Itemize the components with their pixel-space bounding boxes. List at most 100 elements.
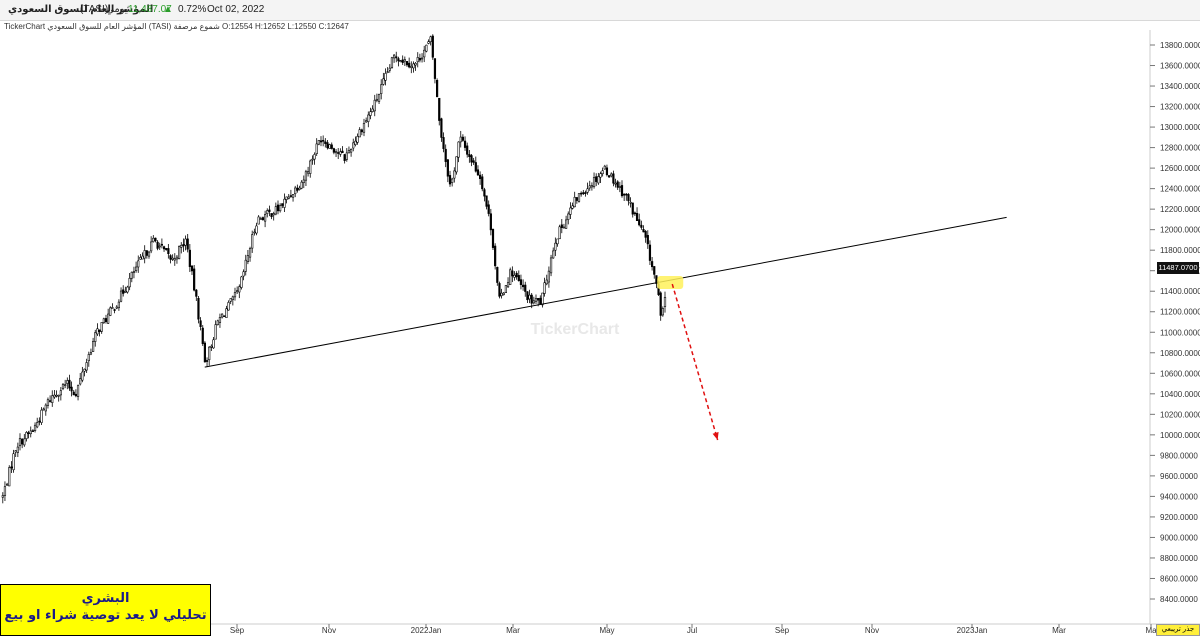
candle-body <box>231 296 234 301</box>
chart-header-bar: المؤشر العام للسوق السعودي (TASI) يومي 1… <box>0 0 1200 21</box>
candle-body <box>532 300 535 304</box>
candle-body <box>23 438 26 446</box>
y-tick-label: 9200.0000 <box>1160 513 1198 522</box>
candle-body <box>76 385 80 397</box>
candle-body <box>322 139 325 142</box>
candle-body <box>423 49 426 58</box>
candle-body <box>16 446 19 453</box>
candle-body <box>122 289 125 294</box>
candle-body <box>399 60 402 62</box>
candle-body <box>377 93 381 102</box>
candle-body <box>283 198 286 208</box>
candle-body <box>244 259 247 272</box>
candle-body <box>640 224 643 228</box>
candle-body <box>291 194 295 198</box>
y-tick-label: 12000.0000 <box>1160 226 1200 235</box>
candle-body <box>255 225 258 234</box>
candle-body <box>274 206 277 215</box>
candle-body <box>472 160 475 163</box>
candle-body <box>534 298 538 302</box>
scale-toggle-button[interactable]: جذر تريبعي <box>1156 624 1200 636</box>
last-price: 11,487.07 <box>128 4 172 15</box>
y-tick-label: 9400.0000 <box>1160 492 1198 501</box>
candle-body <box>341 150 344 154</box>
candle-body <box>580 192 583 195</box>
candle-body <box>420 57 424 60</box>
candle-body <box>403 59 406 62</box>
candle-body <box>330 144 333 149</box>
candle-body <box>190 265 194 272</box>
candle-body <box>72 391 75 396</box>
period-label: يومي <box>106 4 128 15</box>
candle-body <box>526 291 529 301</box>
candle-body <box>195 289 198 297</box>
candle-body <box>663 296 667 307</box>
candle-body <box>339 151 342 155</box>
candle-body <box>610 173 613 177</box>
candle-body <box>302 179 305 183</box>
candle-body <box>433 58 437 79</box>
candle-body <box>44 404 47 412</box>
candle-body <box>124 291 127 293</box>
candle-body <box>126 286 129 293</box>
candle-body <box>276 204 280 212</box>
candle-body <box>444 148 447 162</box>
y-tick-label: 11200.0000 <box>1160 308 1200 317</box>
instrument-name: المؤشر العام للسوق السعودي <box>8 4 154 15</box>
candle-body <box>334 151 338 154</box>
candle-body <box>528 294 531 300</box>
candle-body <box>506 282 510 288</box>
candle-body <box>111 307 114 309</box>
candle-body <box>42 408 45 411</box>
candle-body <box>147 251 151 257</box>
candle-body <box>221 313 224 318</box>
candle-body <box>242 271 245 277</box>
y-tick-label: 11400.0000 <box>1160 287 1200 296</box>
candle-body <box>539 297 542 305</box>
y-tick-label: 12600.0000 <box>1160 164 1200 173</box>
candle-body <box>12 453 15 471</box>
candle-body <box>92 341 95 352</box>
candle-body <box>326 142 329 149</box>
y-tick-label: 9600.0000 <box>1160 472 1198 481</box>
candle-body <box>287 196 290 199</box>
candle-body <box>208 346 211 361</box>
candle-body <box>135 266 138 272</box>
candle-body <box>605 167 609 176</box>
candle-body <box>51 395 54 403</box>
candle-body <box>599 173 602 178</box>
candle-body <box>517 275 520 282</box>
candle-body <box>457 141 460 158</box>
disclaimer-note: البشري تحليلي لا يعد توصية شراء او بيع <box>0 584 211 636</box>
candle-body <box>571 205 574 209</box>
candle-body <box>38 420 41 423</box>
candle-body <box>455 156 458 173</box>
x-tick-label: Nov <box>865 626 879 635</box>
candle-body <box>59 390 62 396</box>
projection-arrow-line <box>671 283 719 441</box>
candle-body <box>68 379 71 389</box>
x-tick-label: 2022Jan <box>411 626 442 635</box>
candle-body <box>588 185 591 189</box>
candle-body <box>440 118 443 138</box>
candle-body <box>397 58 400 62</box>
candle-body <box>236 290 239 293</box>
candle-body <box>259 218 262 220</box>
candle-body <box>552 250 555 259</box>
candle-body <box>575 197 578 201</box>
x-tick-label: May <box>599 626 614 635</box>
candle-body <box>627 194 630 202</box>
candle-body <box>229 298 232 302</box>
candle-body <box>214 324 217 340</box>
candle-body <box>623 193 626 196</box>
candle-body <box>98 329 101 332</box>
candle-body <box>425 44 428 52</box>
candle-body <box>212 339 215 349</box>
candle-body <box>173 258 176 261</box>
candle-body <box>562 226 566 229</box>
candle-body <box>633 212 636 215</box>
y-tick-label: 10400.0000 <box>1160 390 1200 399</box>
candle-body <box>61 384 65 390</box>
candle-body <box>89 352 93 355</box>
